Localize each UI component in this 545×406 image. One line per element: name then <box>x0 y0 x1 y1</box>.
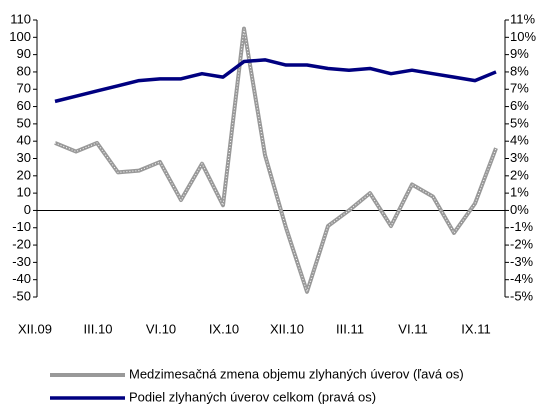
y-tick-label: 60 <box>17 98 31 113</box>
y-tick-label: 10 <box>17 185 31 200</box>
y2-tick-label: 6% <box>510 98 529 113</box>
y2-tick-label: 4% <box>510 133 529 148</box>
y2-tick-label: -1% <box>510 219 534 234</box>
legend-label: Medzimesačná zmena objemu zlyhaných úver… <box>129 366 464 381</box>
y2-tick-label: 1% <box>510 185 529 200</box>
y-tick-label: 70 <box>17 81 31 96</box>
y-tick-label: -30 <box>12 254 31 269</box>
x-tick-label: IX.11 <box>461 321 490 336</box>
y2-tick-label: 5% <box>510 115 529 130</box>
y-tick-label: -40 <box>12 271 31 286</box>
y2-tick-label: -3% <box>510 254 534 269</box>
y-tick-label: -10 <box>12 219 31 234</box>
y-tick-label: 110 <box>10 11 31 26</box>
y2-tick-label: 11% <box>510 11 535 26</box>
y-tick-label: -50 <box>12 288 31 303</box>
y-tick-label: 30 <box>17 150 31 165</box>
y-tick-label: 50 <box>17 115 31 130</box>
y2-tick-label: 10% <box>510 29 536 44</box>
series-line <box>54 26 498 294</box>
y-tick-label: 90 <box>17 46 31 61</box>
y2-tick-label: 8% <box>510 63 529 78</box>
y-tick-label: 20 <box>17 167 31 182</box>
x-tick-label: III.10 <box>84 321 113 336</box>
y2-tick-label: -2% <box>510 237 534 252</box>
y-tick-label: 40 <box>17 133 31 148</box>
x-tick-label: XII.09 <box>18 321 52 336</box>
series-line-hatch <box>54 28 497 294</box>
y-tick-label: 80 <box>17 63 31 78</box>
x-tick-label: XII.10 <box>270 321 304 336</box>
y-tick-label: 100 <box>9 29 31 44</box>
y2-tick-label: -5% <box>510 288 534 303</box>
x-tick-label: IX.10 <box>209 321 239 336</box>
y2-tick-label: -4% <box>510 271 534 286</box>
x-tick-label: III.11 <box>336 321 364 336</box>
y2-tick-label: 7% <box>510 81 529 96</box>
y2-tick-label: 3% <box>510 150 529 165</box>
y-tick-label: 0 <box>24 202 31 217</box>
x-tick-label: VI.10 <box>146 321 176 336</box>
legend-label: Podiel zlyhaných úverov celkom (pravá os… <box>129 389 376 404</box>
y2-tick-label: 0% <box>510 202 529 217</box>
x-tick-label: VI.11 <box>398 321 427 336</box>
series-line <box>54 58 497 104</box>
y2-tick-label: 2% <box>510 167 529 182</box>
y2-tick-label: 9% <box>510 46 529 61</box>
y-tick-label: -20 <box>12 237 31 252</box>
